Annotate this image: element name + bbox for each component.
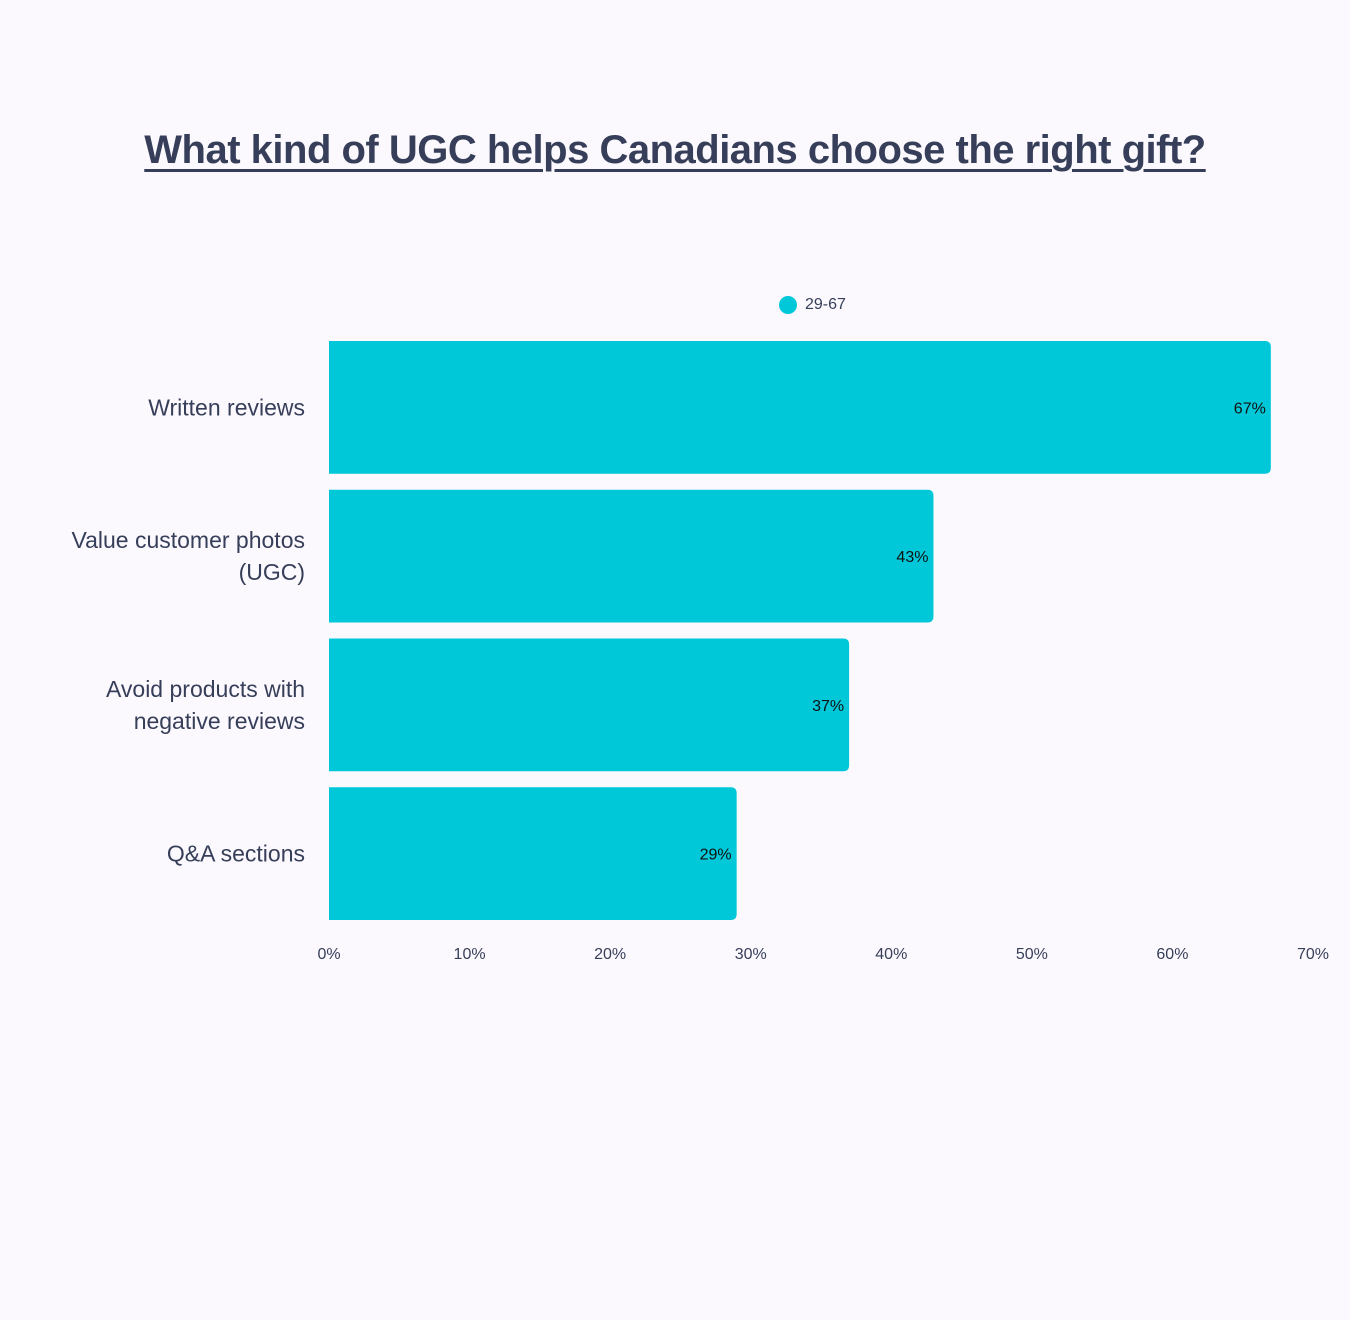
- data-label-2: 37%: [812, 698, 844, 715]
- x-tick-label-5: 50%: [1016, 946, 1048, 963]
- legend-label: 29-67: [805, 296, 846, 313]
- bar-1: [329, 489, 934, 623]
- x-tick-label-0: 0%: [317, 946, 340, 963]
- legend-swatch: [779, 296, 797, 314]
- chart-title: What kind of UGC helps Canadians choose …: [144, 128, 1206, 172]
- category-label-2-1: negative reviews: [134, 708, 305, 734]
- x-tick-label-6: 60%: [1156, 946, 1188, 963]
- bar-0: [329, 341, 1271, 474]
- bar-3: [329, 787, 737, 920]
- category-label-3-0: Q&A sections: [167, 841, 305, 867]
- x-tick-label-3: 30%: [735, 946, 767, 963]
- category-label-2-0: Avoid products with: [106, 676, 305, 702]
- x-tick-label-4: 40%: [875, 946, 907, 963]
- bar-2: [329, 638, 850, 772]
- category-label-0-0: Written reviews: [148, 394, 305, 420]
- legend: 29-67: [779, 296, 846, 314]
- data-label-0: 67%: [1234, 400, 1266, 417]
- data-label-1: 43%: [896, 549, 928, 566]
- category-label-1-1: (UGC): [239, 559, 305, 585]
- x-tick-label-1: 10%: [454, 946, 486, 963]
- x-tick-label-2: 20%: [594, 946, 626, 963]
- x-tick-label-7: 70%: [1297, 946, 1329, 963]
- category-label-1-0: Value customer photos: [71, 527, 305, 553]
- data-label-3: 29%: [700, 847, 732, 864]
